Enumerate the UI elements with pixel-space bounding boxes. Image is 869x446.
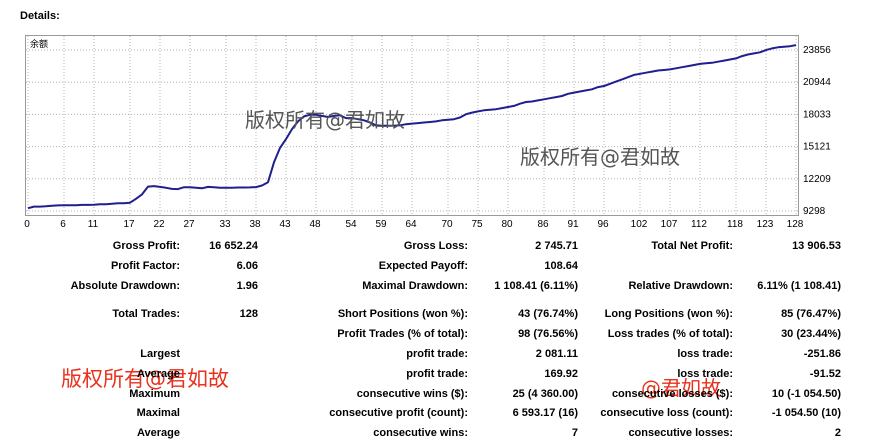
- profit-trades-label: Profit Trades (% of total):: [337, 328, 468, 340]
- expected-payoff-value: 108.64: [544, 260, 578, 272]
- total-trades-value: 128: [239, 308, 258, 320]
- x-tick-label: 112: [691, 219, 707, 230]
- balance-chart: 余额: [25, 35, 799, 216]
- average-loss-label: loss trade:: [677, 368, 733, 380]
- x-tick-label: 59: [375, 219, 387, 230]
- gross-profit-value: 16 652.24: [209, 240, 258, 252]
- x-tick-label: 38: [249, 219, 261, 230]
- gross-profit-label: Gross Profit:: [112, 240, 180, 252]
- max-cons-losses-label: consecutive losses ($):: [611, 388, 733, 400]
- avg-cons-wins-label: consecutive wins:: [373, 427, 468, 439]
- x-tick-label: 91: [567, 219, 579, 230]
- maximal-label: Maximal: [136, 407, 180, 419]
- average2-label: Average: [136, 427, 180, 439]
- details-title: Details:: [20, 10, 60, 22]
- x-tick-label: 75: [471, 219, 483, 230]
- relative-drawdown-label: Relative Drawdown:: [628, 280, 733, 292]
- maximal-drawdown-label: Maximal Drawdown:: [362, 280, 468, 292]
- short-positions-label: Short Positions (won %):: [337, 308, 468, 320]
- avg-cons-losses-value: 2: [834, 427, 841, 439]
- x-tick-label: 0: [24, 219, 30, 230]
- average-loss-value: -91.52: [809, 368, 841, 380]
- gross-loss-label: Gross Loss:: [403, 240, 468, 252]
- long-positions-value: 85 (76.47%): [781, 308, 841, 320]
- maximum-label: Maximum: [129, 388, 180, 400]
- maximal-cons-profit-value: 6 593.17 (16): [512, 407, 578, 419]
- profit-factor-value: 6.06: [236, 260, 258, 272]
- x-tick-label: 107: [661, 219, 678, 230]
- total-net-profit-label: Total Net Profit:: [651, 240, 733, 252]
- y-tick-label: 20944: [803, 77, 831, 88]
- average-label: Average: [136, 368, 180, 380]
- x-tick-label: 118: [727, 219, 743, 230]
- watermark-text: 版权所有@君如故: [520, 145, 680, 169]
- max-cons-wins-label: consecutive wins ($):: [356, 388, 468, 400]
- largest-loss-label: loss trade:: [677, 348, 733, 360]
- absolute-drawdown-value: 1.96: [236, 280, 258, 292]
- profit-factor-label: Profit Factor:: [110, 260, 180, 272]
- profit-trades-value: 98 (76.56%): [518, 328, 578, 340]
- watermark-text: 版权所有@君如故: [245, 108, 405, 132]
- loss-trades-label: Loss trades (% of total):: [607, 328, 733, 340]
- largest-profit-value: 2 081.11: [535, 348, 578, 360]
- watermark-text-red: @君如故: [641, 376, 721, 400]
- x-tick-label: 54: [345, 219, 357, 230]
- short-positions-value: 43 (76.74%): [518, 308, 578, 320]
- x-tick-label: 86: [537, 219, 549, 230]
- x-tick-label: 64: [405, 219, 417, 230]
- series-label: 余额: [30, 38, 48, 50]
- x-tick-label: 11: [88, 219, 99, 230]
- y-tick-label: 18033: [803, 109, 831, 120]
- max-cons-losses-value: 10 (-1 054.50): [771, 388, 841, 400]
- maximal-cons-loss-value: -1 054.50 (10): [771, 407, 841, 419]
- x-tick-label: 17: [123, 219, 135, 230]
- y-tick-label: 12209: [803, 174, 831, 185]
- x-tick-label: 27: [183, 219, 195, 230]
- maximal-cons-loss-label: consecutive loss (count):: [600, 407, 733, 419]
- relative-drawdown-value: 6.11% (1 108.41): [757, 280, 841, 292]
- x-tick-label: 33: [219, 219, 231, 230]
- long-positions-label: Long Positions (won %):: [604, 308, 733, 320]
- loss-trades-value: 30 (23.44%): [781, 328, 841, 340]
- total-trades-label: Total Trades:: [112, 308, 180, 320]
- y-tick-label: 15121: [803, 142, 831, 153]
- largest-loss-value: -251.86: [803, 348, 841, 360]
- maximal-cons-profit-label: consecutive profit (count):: [329, 407, 468, 419]
- x-tick-label: 22: [153, 219, 165, 230]
- gross-loss-value: 2 745.71: [535, 240, 578, 252]
- x-tick-label: 80: [501, 219, 513, 230]
- largest-label: Largest: [140, 348, 180, 360]
- avg-cons-wins-value: 7: [571, 427, 578, 439]
- average-profit-value: 169.92: [544, 368, 578, 380]
- avg-cons-losses-label: consecutive losses:: [628, 427, 733, 439]
- total-net-profit-value: 13 906.53: [792, 240, 841, 252]
- y-tick-label: 23856: [803, 45, 831, 56]
- x-tick-label: 70: [441, 219, 453, 230]
- largest-profit-label: profit trade:: [406, 348, 468, 360]
- expected-payoff-label: Expected Payoff:: [378, 260, 468, 272]
- x-tick-label: 6: [60, 219, 66, 230]
- watermark-text-red: 版权所有@君如故: [61, 367, 229, 391]
- x-tick-label: 102: [631, 219, 648, 230]
- balance-series-line: [27, 44, 797, 210]
- absolute-drawdown-label: Absolute Drawdown:: [70, 280, 180, 292]
- x-tick-label: 123: [757, 219, 774, 230]
- average-profit-label: profit trade:: [406, 368, 468, 380]
- x-tick-label: 48: [309, 219, 321, 230]
- max-cons-wins-value: 25 (4 360.00): [512, 388, 578, 400]
- y-tick-label: 9298: [803, 206, 826, 217]
- maximal-drawdown-value: 1 108.41 (6.11%): [494, 280, 578, 292]
- x-tick-label: 128: [787, 219, 804, 230]
- balance-chart-svg: 余额: [26, 36, 798, 215]
- x-tick-label: 96: [597, 219, 609, 230]
- x-tick-label: 43: [279, 219, 291, 230]
